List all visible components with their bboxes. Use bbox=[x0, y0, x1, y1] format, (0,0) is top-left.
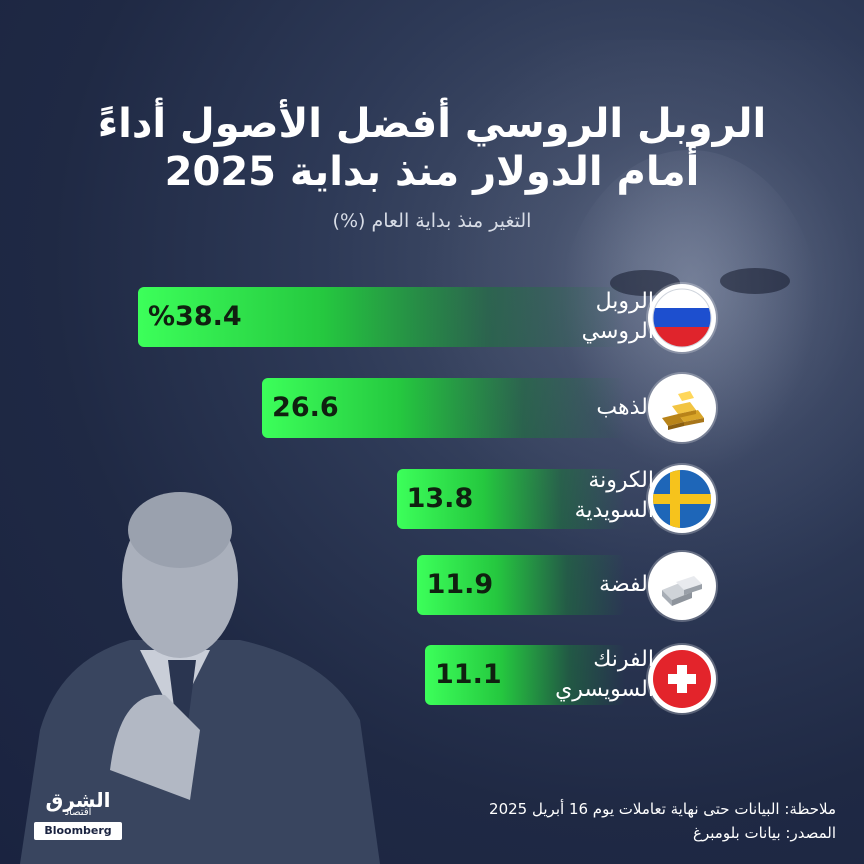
category-label-franc: الفرنك السويسري bbox=[555, 647, 654, 702]
chart-title-line-1: الروبل الروسي أفضل الأصول أداءً bbox=[97, 101, 767, 147]
bar-gold: 26.6 bbox=[262, 378, 625, 438]
bar-franc: 11.1 bbox=[425, 645, 625, 705]
bar-ruble: %38.4 bbox=[138, 287, 625, 347]
value-label-silver: 11.9 bbox=[426, 569, 494, 600]
value-label-krona: 13.8 bbox=[406, 483, 474, 514]
category-label-ruble: الروبل الروسي bbox=[581, 289, 654, 344]
bar-silver: 11.9 bbox=[416, 555, 625, 615]
russia-flag-icon bbox=[648, 284, 716, 352]
footer-source: المصدر: بيانات بلومبرغ bbox=[693, 824, 836, 842]
bar-krona: 13.8 bbox=[396, 469, 625, 529]
silver-bars-icon bbox=[648, 552, 716, 620]
footer-note: ملاحظة: البيانات حتى نهاية تعاملات يوم 1… bbox=[489, 800, 836, 818]
alsharq-bloomberg-logo: الشرق اقتصاد Bloomberg bbox=[28, 787, 128, 842]
category-label-gold: الذهب bbox=[596, 395, 654, 420]
switzerland-flag-icon bbox=[648, 645, 716, 713]
category-label-silver: الفضة bbox=[599, 572, 654, 597]
person-photo bbox=[20, 492, 380, 864]
category-label-krona: الكرونة السويدية bbox=[574, 468, 654, 523]
value-label-ruble: %38.4 bbox=[148, 301, 242, 332]
value-label-gold: 26.6 bbox=[272, 392, 339, 423]
sweden-flag-icon bbox=[648, 465, 716, 533]
chart-title-line-2: أمام الدولار منذ بداية 2025 bbox=[164, 149, 700, 195]
gold-bars-icon bbox=[648, 374, 716, 442]
chart-subtitle: التغير منذ بداية العام (%) bbox=[332, 210, 532, 232]
value-label-franc: 11.1 bbox=[435, 659, 502, 690]
